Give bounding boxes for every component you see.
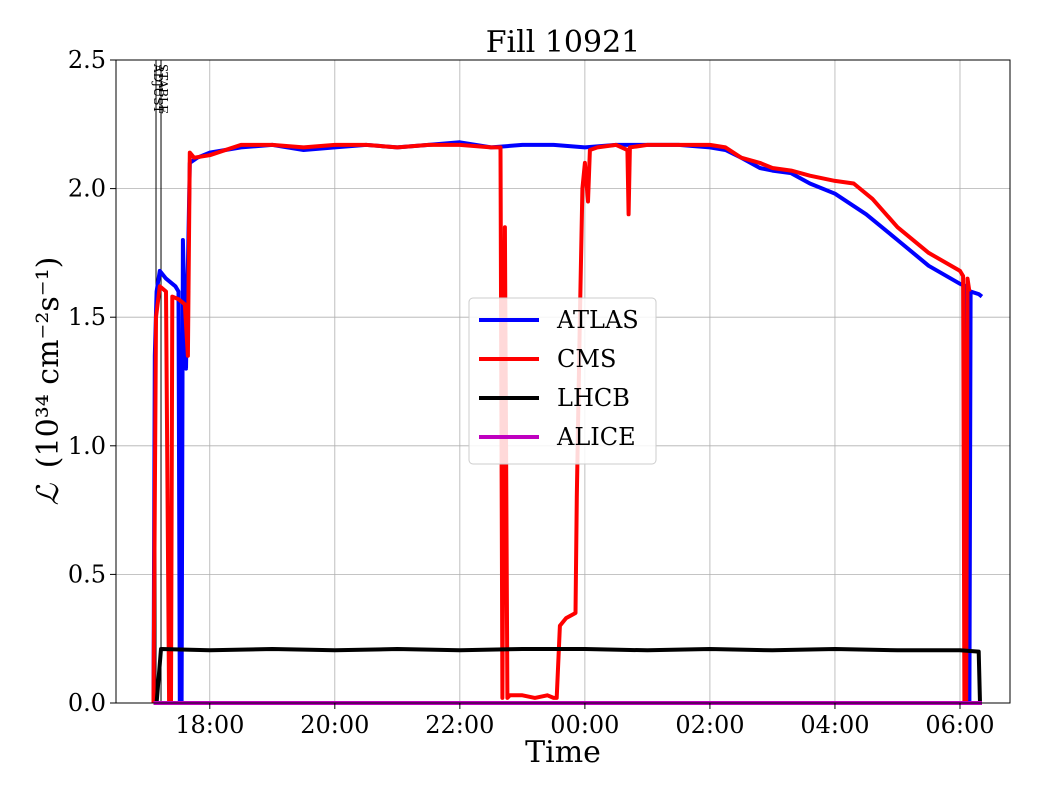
y-tick-label: 1.5 (68, 303, 106, 331)
y-tick-label: 0.5 (68, 560, 106, 588)
y-axis-label-units: (10³⁴ cm⁻²s⁻¹) (31, 257, 66, 469)
x-tick-label: 18:00 (175, 711, 244, 739)
y-axis-ticks: 0.0 0.5 1.0 1.5 2.0 2.5 (68, 46, 116, 717)
legend-box (468, 297, 657, 465)
legend-label-atlas: ATLAS (556, 306, 639, 334)
y-tick-label: 2.5 (68, 46, 106, 74)
y-axis-label-symbol: ℒ (31, 482, 66, 505)
x-axis-ticks: 18:00 20:00 22:00 00:00 02:00 04:00 06:00 (175, 703, 995, 739)
y-axis-label: ℒ (10³⁴ cm⁻²s⁻¹) (31, 257, 66, 506)
x-tick-label: 02:00 (675, 711, 744, 739)
x-tick-label: 04:00 (800, 711, 869, 739)
legend: ATLAS CMS LHCB ALICE (468, 297, 657, 465)
series-line-cms (151, 142, 972, 705)
x-tick-label: 20:00 (300, 711, 369, 739)
legend-label-lhcb: LHCB (557, 384, 630, 412)
y-tick-label: 1.0 (68, 432, 106, 460)
x-tick-label: 00:00 (550, 711, 619, 739)
chart-title: Fill 10921 (486, 25, 641, 60)
x-tick-label: 06:00 (925, 711, 994, 739)
y-tick-label: 0.0 (68, 689, 106, 717)
y-tick-label: 2.0 (68, 175, 106, 203)
plot-frame (115, 59, 1011, 704)
legend-label-alice: ALICE (556, 423, 636, 451)
series-line-lhcb (153, 647, 982, 705)
phase-marker-label: STABLE (156, 64, 170, 114)
x-tick-label: 22:00 (425, 711, 494, 739)
x-axis-label: Time (525, 735, 601, 770)
legend-label-cms: CMS (557, 345, 616, 373)
